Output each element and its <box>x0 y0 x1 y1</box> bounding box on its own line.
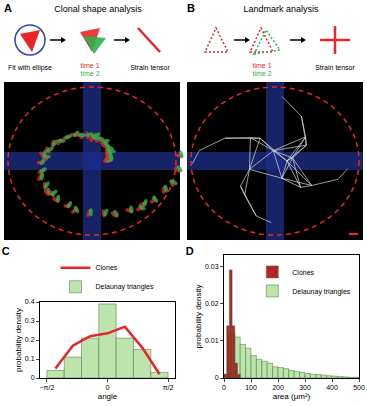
svg-text:0.2: 0.2 <box>25 336 35 343</box>
svg-text:A: A <box>4 2 12 14</box>
svg-text:Delaunay triangles: Delaunay triangles <box>96 283 154 291</box>
svg-text:0: 0 <box>222 384 226 391</box>
svg-text:B: B <box>187 2 195 14</box>
svg-text:Clones: Clones <box>96 264 118 271</box>
svg-text:0: 0 <box>106 384 110 391</box>
svg-text:400: 400 <box>326 384 338 391</box>
svg-text:300: 300 <box>299 384 311 391</box>
svg-text:500: 500 <box>353 384 365 391</box>
svg-text:Strain tensor: Strain tensor <box>130 64 170 71</box>
svg-text:angle: angle <box>98 392 118 401</box>
svg-text:probability density: probability density <box>14 308 23 372</box>
svg-text:0.4: 0.4 <box>25 298 35 305</box>
svg-text:time 2: time 2 <box>80 70 99 77</box>
svg-text:Delaunay triangles: Delaunay triangles <box>292 288 350 296</box>
svg-text:100: 100 <box>245 384 257 391</box>
svg-text:area (μm²): area (μm²) <box>273 392 311 401</box>
svg-text:0.1: 0.1 <box>25 355 35 362</box>
svg-text:C: C <box>2 245 10 257</box>
svg-text:D: D <box>186 245 194 257</box>
svg-text:0.03: 0.03 <box>205 263 219 270</box>
svg-text:0.01: 0.01 <box>205 337 219 344</box>
svg-text:Fit with ellipse: Fit with ellipse <box>8 64 52 72</box>
svg-text:time 1: time 1 <box>80 62 99 69</box>
svg-text:time 2: time 2 <box>252 70 271 77</box>
svg-text:0: 0 <box>31 374 35 381</box>
svg-text:Clonal shape analysis: Clonal shape analysis <box>54 4 142 14</box>
svg-text:200: 200 <box>272 384 284 391</box>
svg-text:−π/2: −π/2 <box>40 384 55 391</box>
svg-text:probability density: probability density <box>194 284 203 348</box>
svg-text:π/2: π/2 <box>163 384 174 391</box>
svg-text:Strain tensor: Strain tensor <box>315 64 355 71</box>
svg-text:0.02: 0.02 <box>205 300 219 307</box>
svg-text:0.3: 0.3 <box>25 317 35 324</box>
svg-text:Clones: Clones <box>292 269 314 276</box>
svg-text:Landmark analysis: Landmark analysis <box>243 4 319 14</box>
svg-text:0: 0 <box>215 374 219 381</box>
svg-text:time 1: time 1 <box>252 62 271 69</box>
